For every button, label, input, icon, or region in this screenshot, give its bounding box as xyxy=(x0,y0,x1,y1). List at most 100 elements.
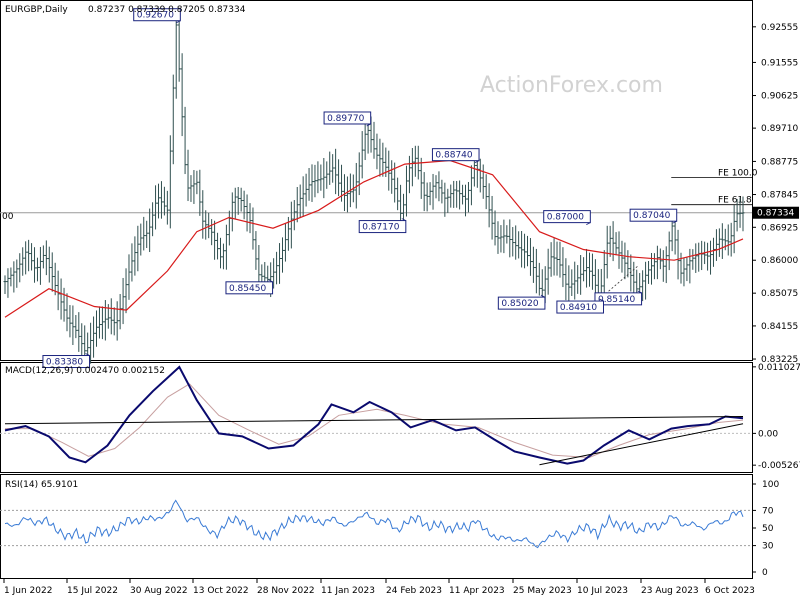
price-bar xyxy=(313,164,317,198)
price-bar xyxy=(461,184,465,205)
price-bar xyxy=(561,247,565,288)
date-axis-label: 28 Nov 2022 xyxy=(257,586,315,596)
price-bar xyxy=(33,247,37,283)
price-bar xyxy=(245,194,249,232)
price-bar xyxy=(289,201,293,249)
price-bar xyxy=(466,182,470,213)
price-bar xyxy=(661,250,665,282)
price-bar xyxy=(697,242,701,272)
date-axis-label: 13 Oct 2022 xyxy=(193,586,249,596)
macd-axis-label: 0.00 xyxy=(758,429,778,439)
price-bar xyxy=(154,185,158,230)
price-bar xyxy=(590,253,594,290)
price-bar xyxy=(216,232,220,260)
price-bar xyxy=(738,197,742,228)
price-bar xyxy=(183,106,187,175)
price-bar xyxy=(449,184,453,208)
price-bar xyxy=(189,175,193,202)
swing-label: 0.87170 xyxy=(362,223,399,233)
price-bar xyxy=(484,174,488,210)
price-axis-label: 0.90625 xyxy=(761,92,798,102)
price-bar xyxy=(428,182,432,206)
swing-label: 0.87040 xyxy=(633,211,670,221)
price-axis-label: 0.85075 xyxy=(761,289,798,299)
price-bar xyxy=(180,53,184,137)
price-bar xyxy=(316,161,320,194)
left-edge-label: 00 xyxy=(2,212,14,222)
price-bar xyxy=(103,300,107,341)
price-bar xyxy=(44,240,48,276)
price-bar xyxy=(585,248,589,288)
price-bar xyxy=(38,246,42,285)
price-bar xyxy=(611,221,615,262)
rsi-line xyxy=(4,499,744,549)
rsi-axis-label: 50 xyxy=(762,524,774,534)
price-bar xyxy=(109,298,113,335)
price-axis-label: 0.86925 xyxy=(761,223,798,233)
price-bar xyxy=(15,259,19,288)
swing-label-box xyxy=(431,148,480,162)
price-bar xyxy=(688,248,692,284)
price-bar xyxy=(224,224,228,270)
swing-label-box xyxy=(594,292,643,306)
price-bar xyxy=(608,225,612,257)
rsi-panel-frame xyxy=(0,474,753,579)
swing-label-box xyxy=(225,281,274,295)
price-bar xyxy=(363,121,367,161)
price-bar xyxy=(549,242,553,277)
price-bar xyxy=(452,180,456,208)
price-bar xyxy=(685,257,689,282)
price-bar xyxy=(218,237,222,269)
price-bar xyxy=(714,229,718,261)
price-bar xyxy=(292,200,296,231)
price-bar xyxy=(115,301,119,341)
price-bar xyxy=(165,190,169,225)
price-bar xyxy=(3,275,7,295)
price-bar xyxy=(375,133,379,170)
price-bar xyxy=(555,241,559,276)
date-axis-label: 15 Jul 2022 xyxy=(67,586,118,596)
rsi-axis-label: 100 xyxy=(762,480,779,490)
macd-main-line xyxy=(4,365,744,465)
price-bar xyxy=(162,186,166,216)
swing-label-leader xyxy=(268,279,273,283)
price-bar xyxy=(30,243,34,271)
price-bar xyxy=(378,138,382,177)
last-price-label: 0.87334 xyxy=(757,209,794,219)
price-bar xyxy=(679,252,683,284)
price-bar xyxy=(582,257,586,282)
price-bar xyxy=(198,169,202,216)
price-axis-label: 0.91555 xyxy=(761,58,798,68)
swing-label-box xyxy=(543,210,591,224)
price-bar xyxy=(207,212,211,239)
date-axis-label: 1 Jun 2022 xyxy=(4,586,52,596)
macd-panel-frame xyxy=(0,362,753,473)
price-bar xyxy=(472,156,476,187)
swing-label-leader xyxy=(176,20,181,24)
price-bar xyxy=(514,225,518,260)
swing-label-leader xyxy=(366,123,371,127)
price-bar xyxy=(233,187,237,219)
price-bar xyxy=(564,258,568,301)
price-bar xyxy=(148,208,152,253)
price-bar xyxy=(283,223,287,262)
price-bar xyxy=(372,121,376,159)
price-bar xyxy=(53,262,57,296)
price-bar xyxy=(673,217,677,255)
price-bar xyxy=(310,164,314,202)
price-axis-label: 0.88775 xyxy=(761,157,798,167)
price-axis-label: 0.86000 xyxy=(761,256,798,266)
price-bar xyxy=(425,182,429,212)
price-bar xyxy=(706,242,710,271)
price-axis-label: 0.84155 xyxy=(761,322,798,332)
price-bar xyxy=(360,131,364,179)
swing-label-box xyxy=(133,8,181,22)
price-bar xyxy=(139,223,143,256)
price-bar xyxy=(534,248,538,294)
date-axis-label: 6 Oct 2023 xyxy=(705,586,755,596)
date-axis-label: 11 Apr 2023 xyxy=(449,586,505,596)
price-bar xyxy=(334,148,338,195)
price-bar xyxy=(133,236,137,276)
swing-label: 0.85140 xyxy=(598,295,635,305)
